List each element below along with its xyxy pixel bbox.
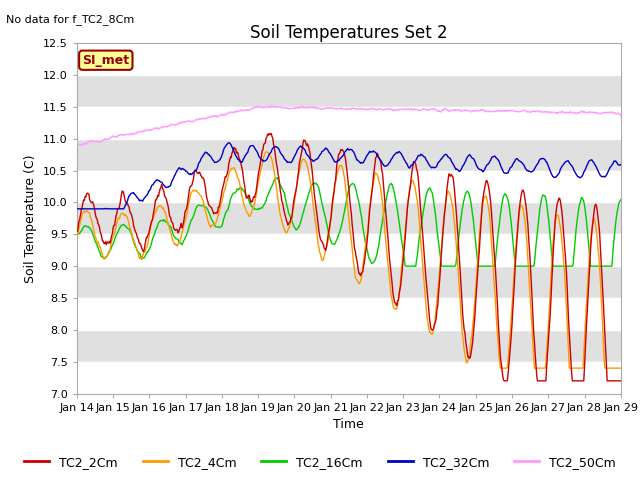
TC2_2Cm — [83, 191, 90, 197]
TC2_50Cm — [417, 108, 424, 113]
TC2_2Cm — [223, 172, 230, 178]
TC2_2Cm — [500, 378, 508, 384]
TC2_32Cm — [225, 140, 233, 145]
TC2_32Cm — [194, 164, 202, 169]
TC2_16Cm — [617, 197, 625, 203]
Line: TC2_50Cm: TC2_50Cm — [77, 106, 621, 145]
TC2_16Cm — [223, 208, 230, 214]
Bar — [77, 362, 621, 394]
Y-axis label: Soil Temperature (C): Soil Temperature (C) — [24, 154, 38, 283]
TC2_4Cm — [497, 365, 504, 371]
TC2_2Cm — [617, 378, 625, 384]
TC2_50Cm — [268, 103, 276, 109]
TC2_16Cm — [139, 255, 147, 261]
Line: TC2_2Cm: TC2_2Cm — [77, 133, 621, 381]
Line: TC2_16Cm: TC2_16Cm — [77, 178, 621, 266]
Line: TC2_32Cm: TC2_32Cm — [77, 143, 621, 209]
TC2_32Cm — [223, 142, 230, 148]
TC2_32Cm — [416, 153, 424, 158]
TC2_16Cm — [417, 228, 424, 233]
TC2_4Cm — [617, 365, 625, 371]
TC2_4Cm — [416, 222, 424, 228]
Bar — [77, 43, 621, 75]
TC2_50Cm — [84, 139, 92, 145]
TC2_50Cm — [77, 143, 84, 148]
TC2_50Cm — [617, 113, 625, 119]
TC2_2Cm — [265, 131, 273, 136]
TC2_16Cm — [433, 218, 440, 224]
TC2_50Cm — [195, 116, 202, 122]
Legend: TC2_2Cm, TC2_4Cm, TC2_16Cm, TC2_32Cm, TC2_50Cm: TC2_2Cm, TC2_4Cm, TC2_16Cm, TC2_32Cm, TC… — [19, 451, 621, 474]
TC2_16Cm — [194, 203, 202, 208]
TC2_32Cm — [617, 162, 625, 168]
TC2_2Cm — [431, 319, 439, 325]
TC2_16Cm — [273, 175, 281, 180]
TC2_16Cm — [73, 232, 81, 238]
TC2_16Cm — [402, 264, 410, 269]
Text: No data for f_TC2_8Cm: No data for f_TC2_8Cm — [6, 14, 134, 25]
TC2_2Cm — [194, 170, 202, 176]
TC2_50Cm — [140, 128, 147, 133]
TC2_50Cm — [223, 110, 231, 116]
Bar — [77, 170, 621, 203]
TC2_32Cm — [139, 198, 147, 204]
Bar — [77, 298, 621, 330]
TC2_32Cm — [73, 206, 81, 212]
TC2_50Cm — [433, 107, 440, 112]
TC2_4Cm — [139, 253, 147, 259]
TC2_4Cm — [431, 313, 439, 319]
TC2_4Cm — [263, 149, 271, 155]
TC2_4Cm — [223, 179, 230, 185]
TC2_4Cm — [73, 233, 81, 239]
Title: Soil Temperatures Set 2: Soil Temperatures Set 2 — [250, 24, 447, 42]
TC2_4Cm — [194, 190, 202, 195]
TC2_2Cm — [73, 228, 81, 234]
TC2_50Cm — [73, 138, 81, 144]
TC2_32Cm — [83, 206, 90, 212]
Bar — [77, 107, 621, 139]
X-axis label: Time: Time — [333, 418, 364, 431]
Bar — [77, 234, 621, 266]
TC2_32Cm — [431, 165, 439, 170]
Text: SI_met: SI_met — [82, 54, 129, 67]
TC2_2Cm — [139, 247, 147, 253]
TC2_16Cm — [83, 224, 90, 229]
Line: TC2_4Cm: TC2_4Cm — [77, 152, 621, 368]
TC2_4Cm — [83, 208, 90, 214]
TC2_2Cm — [416, 191, 424, 197]
